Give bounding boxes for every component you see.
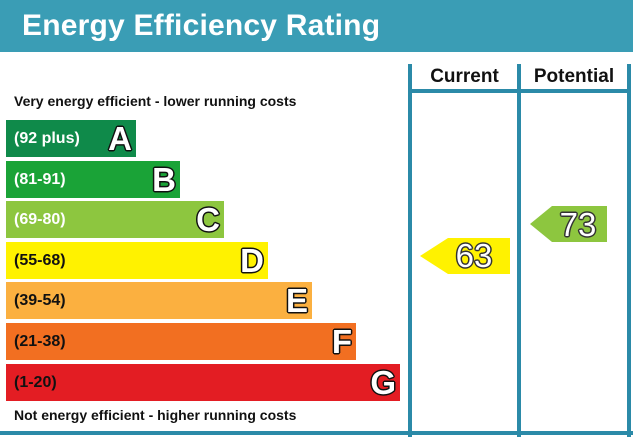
header-banner: Energy Efficiency Rating xyxy=(0,0,633,52)
band-letter: C xyxy=(196,201,220,238)
current-column-header: Current xyxy=(430,66,499,87)
frame-line xyxy=(627,64,631,437)
band-f: (21-38) F xyxy=(6,323,356,360)
band-range-label: (92 plus) xyxy=(14,130,80,147)
frame-line xyxy=(408,64,412,437)
band-letter: B xyxy=(152,161,176,198)
band-range-label: (21-38) xyxy=(14,333,66,350)
band-g: (1-20) G xyxy=(6,364,400,401)
band-range-label: (81-91) xyxy=(14,171,66,188)
band-e: (39-54) E xyxy=(6,282,312,319)
frame-line xyxy=(517,64,521,437)
band-b: (81-91) B xyxy=(6,161,180,198)
band-range-label: (55-68) xyxy=(14,252,66,269)
potential-arrow-shape xyxy=(530,206,607,242)
frame-line xyxy=(0,431,633,435)
band-range-label: (39-54) xyxy=(14,292,66,309)
band-c: (69-80) C xyxy=(6,201,224,238)
band-range-label: (69-80) xyxy=(14,211,66,228)
band-letter: G xyxy=(370,364,396,401)
band-letter: A xyxy=(108,120,132,157)
inefficient-note: Not energy efficient - higher running co… xyxy=(14,407,297,423)
frame-line xyxy=(408,89,631,93)
band-letter: F xyxy=(331,323,352,360)
efficient-note: Very energy efficient - lower running co… xyxy=(14,93,297,109)
potential-rating-value: 73 xyxy=(559,206,597,243)
current-rating-value: 63 xyxy=(455,237,493,274)
potential-rating-arrow xyxy=(530,206,607,242)
band-d: (55-68) D xyxy=(6,242,268,279)
band-letter: E xyxy=(285,282,308,319)
page-title: Energy Efficiency Rating xyxy=(22,9,381,42)
band-letter: D xyxy=(240,242,264,279)
band-range-label: (1-20) xyxy=(14,374,57,391)
band-a: (92 plus) A xyxy=(6,120,136,157)
current-rating-arrow xyxy=(420,238,510,274)
current-arrow-shape xyxy=(420,238,510,274)
potential-column-header: Potential xyxy=(533,66,615,87)
